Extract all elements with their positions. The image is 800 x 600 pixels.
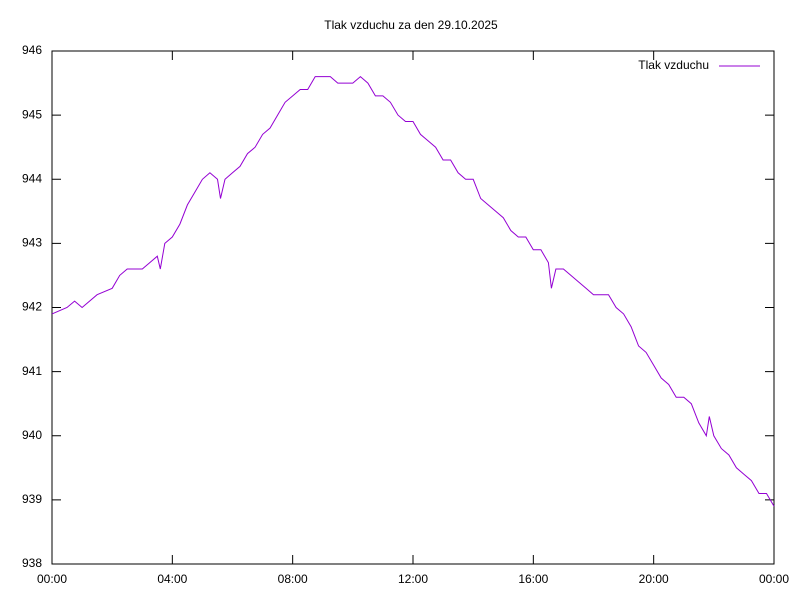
chart-title: Tlak vzduchu za den 29.10.2025 [324, 18, 498, 32]
y-tick-label: 946 [22, 43, 42, 57]
y-tick-label: 942 [22, 300, 42, 314]
x-tick-label: 00:00 [759, 572, 789, 586]
y-tick-label: 939 [22, 492, 42, 506]
x-tick-label: 00:00 [37, 572, 67, 586]
x-tick-label: 08:00 [278, 572, 308, 586]
x-tick-label: 12:00 [398, 572, 428, 586]
y-tick-label: 945 [22, 107, 42, 121]
plot-frame [51, 50, 775, 565]
data-line [51, 75, 775, 507]
y-tick-label: 943 [22, 236, 42, 250]
y-tick-label: 938 [22, 556, 42, 570]
y-tick-label: 940 [22, 428, 42, 442]
y-tick-label: 944 [22, 171, 42, 185]
x-tick-label: 20:00 [639, 572, 669, 586]
x-tick-label: 16:00 [518, 572, 548, 586]
x-tick-label: 04:00 [157, 572, 187, 586]
y-tick-label: 941 [22, 364, 42, 378]
legend-label: Tlak vzduchu [638, 58, 709, 72]
